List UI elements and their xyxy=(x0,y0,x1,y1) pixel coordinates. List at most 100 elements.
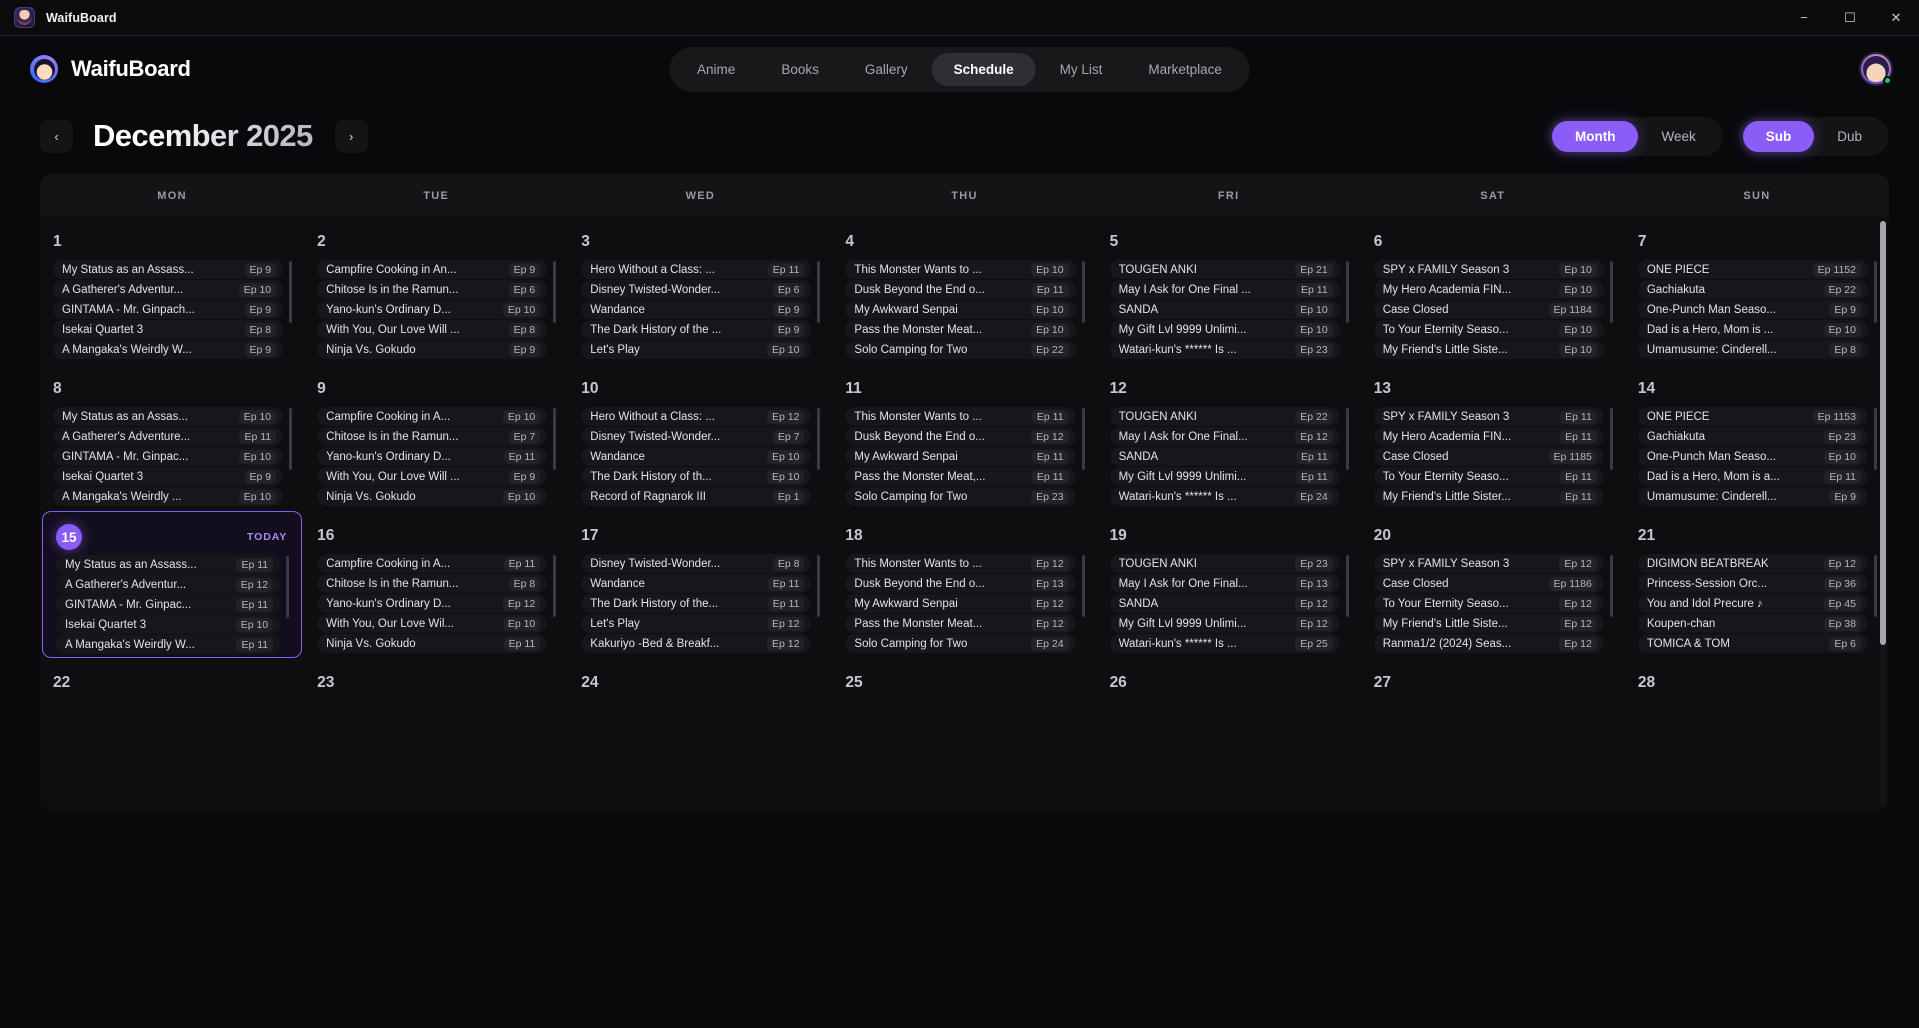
calendar-day-cell[interactable]: 19 TOUGEN ANKI Ep 23 May I Ask for One Fina… xyxy=(1097,511,1361,658)
maximize-button[interactable]: ☐ xyxy=(1827,0,1873,36)
show-list-item[interactable]: May I Ask for One Final... Ep 13 xyxy=(1109,574,1340,593)
day-show-scrollbar[interactable] xyxy=(553,261,557,323)
day-show-scrollbar[interactable] xyxy=(1081,261,1085,323)
show-list-item[interactable]: Let's Play Ep 10 xyxy=(581,340,812,359)
calendar-day-cell[interactable]: 22 xyxy=(40,658,304,805)
show-list-item[interactable]: My Status as an Assas... Ep 10 xyxy=(53,407,284,426)
day-show-scrollbar[interactable] xyxy=(1081,408,1085,470)
show-list-item[interactable]: ONE PIECE Ep 1153 xyxy=(1637,407,1868,426)
tab-schedule[interactable]: Schedule xyxy=(931,52,1036,86)
show-list-item[interactable]: Umamusume: Cinderell... Ep 9 xyxy=(1637,487,1868,506)
calendar-day-cell[interactable]: 20 SPY x FAMILY Season 3 Ep 12 Case Closed E… xyxy=(1361,511,1625,658)
calendar-day-cell[interactable]: 13 SPY x FAMILY Season 3 Ep 11 My Hero Acad… xyxy=(1361,364,1625,511)
calendar-day-cell[interactable]: 4 This Monster Wants to ... Ep 10 Dusk Beyo… xyxy=(832,217,1096,364)
calendar-day-cell[interactable]: 2 Campfire Cooking in An... Ep 9 Chitose Is… xyxy=(304,217,568,364)
show-list-item[interactable]: Watari-kun's ****** Is ... Ep 25 xyxy=(1109,634,1340,653)
day-show-scrollbar[interactable] xyxy=(1345,261,1349,323)
show-list-item[interactable]: Wandance Ep 11 xyxy=(581,574,812,593)
show-list-item[interactable]: GINTAMA - Mr. Ginpac... Ep 10 xyxy=(53,447,284,466)
calendar-day-cell[interactable]: 21 DIGIMON BEATBREAK Ep 12 Princess-Session… xyxy=(1625,511,1889,658)
show-list-item[interactable]: Ninja Vs. Gokudo Ep 11 xyxy=(317,634,548,653)
show-list-item[interactable]: Disney Twisted-Wonder... Ep 7 xyxy=(581,427,812,446)
show-list-item[interactable]: A Gatherer's Adventur... Ep 12 xyxy=(56,575,281,594)
tab-books[interactable]: Books xyxy=(781,61,819,77)
calendar-day-cell[interactable]: 1 My Status as an Assass... Ep 9 A Gatherer… xyxy=(40,217,304,364)
show-list-item[interactable]: SANDA Ep 11 xyxy=(1109,447,1340,466)
show-list-item[interactable]: This Monster Wants to ... Ep 12 xyxy=(845,554,1076,573)
day-show-scrollbar[interactable] xyxy=(1873,261,1877,323)
calendar-scrollbar-thumb[interactable] xyxy=(1880,221,1886,645)
show-list-item[interactable]: A Gatherer's Adventur... Ep 10 xyxy=(53,280,284,299)
show-list-item[interactable]: GINTAMA - Mr. Ginpach... Ep 9 xyxy=(53,300,284,319)
view-toggle-week[interactable]: Week xyxy=(1661,128,1696,144)
tab-my-list[interactable]: My List xyxy=(1059,61,1103,77)
show-list-item[interactable]: Solo Camping for Two Ep 23 xyxy=(845,487,1076,506)
calendar-day-cell[interactable]: 23 xyxy=(304,658,568,805)
calendar-day-cell[interactable]: 25 xyxy=(832,658,1096,805)
day-show-scrollbar[interactable] xyxy=(1609,408,1613,470)
calendar-day-cell[interactable]: 3 Hero Without a Class: ... Ep 11 Disney Tw… xyxy=(568,217,832,364)
show-list-item[interactable]: Wandance Ep 9 xyxy=(581,300,812,319)
tab-gallery[interactable]: Gallery xyxy=(864,61,908,77)
day-show-scrollbar[interactable] xyxy=(1609,555,1613,617)
show-list-item[interactable]: Umamusume: Cinderell... Ep 8 xyxy=(1637,340,1868,359)
day-show-scrollbar[interactable] xyxy=(289,408,293,470)
show-list-item[interactable]: My Gift Lvl 9999 Unlimi... Ep 12 xyxy=(1109,614,1340,633)
show-list-item[interactable]: Campfire Cooking in An... Ep 9 xyxy=(317,260,548,279)
calendar-day-cell[interactable]: 6 SPY x FAMILY Season 3 Ep 10 My Hero Acade… xyxy=(1361,217,1625,364)
show-list-item[interactable]: Yano-kun's Ordinary D... Ep 11 xyxy=(317,447,548,466)
show-list-item[interactable]: Ranma1/2 (2024) Seas... Ep 12 xyxy=(1373,634,1604,653)
show-list-item[interactable]: Yano-kun's Ordinary D... Ep 12 xyxy=(317,594,548,613)
show-list-item[interactable]: May I Ask for One Final... Ep 12 xyxy=(1109,427,1340,446)
show-list-item[interactable]: Koupen-chan Ep 38 xyxy=(1637,614,1868,633)
show-list-item[interactable]: Ninja Vs. Gokudo Ep 10 xyxy=(317,487,548,506)
calendar-day-cell[interactable]: 26 xyxy=(1097,658,1361,805)
show-list-item[interactable]: To Your Eternity Seaso... Ep 12 xyxy=(1373,594,1604,613)
show-list-item[interactable]: SPY x FAMILY Season 3 Ep 10 xyxy=(1373,260,1604,279)
show-list-item[interactable]: My Status as an Assass... Ep 11 xyxy=(56,555,281,574)
show-list-item[interactable]: Isekai Quartet 3 Ep 10 xyxy=(56,615,281,634)
day-show-scrollbar[interactable] xyxy=(817,261,821,323)
view-toggle-month[interactable]: Month xyxy=(1551,120,1639,152)
show-list-item[interactable]: Dad is a Hero, Mom is a... Ep 11 xyxy=(1637,467,1868,486)
show-list-item[interactable]: Gachiakuta Ep 23 xyxy=(1637,427,1868,446)
show-list-item[interactable]: Ninja Vs. Gokudo Ep 9 xyxy=(317,340,548,359)
calendar-scrollbar[interactable] xyxy=(1880,221,1886,804)
calendar-day-cell[interactable]: 9 Campfire Cooking in A... Ep 10 Chitose Is… xyxy=(304,364,568,511)
show-list-item[interactable]: Pass the Monster Meat... Ep 10 xyxy=(845,320,1076,339)
day-show-scrollbar[interactable] xyxy=(286,556,290,618)
show-list-item[interactable]: My Gift Lvl 9999 Unlimi... Ep 10 xyxy=(1109,320,1340,339)
show-list-item[interactable]: Solo Camping for Two Ep 24 xyxy=(845,634,1076,653)
show-list-item[interactable]: Chitose Is in the Ramun... Ep 7 xyxy=(317,427,548,446)
show-list-item[interactable]: My Hero Academia FIN... Ep 10 xyxy=(1373,280,1604,299)
show-list-item[interactable]: DIGIMON BEATBREAK Ep 12 xyxy=(1637,554,1868,573)
show-list-item[interactable]: My Hero Academia FIN... Ep 11 xyxy=(1373,427,1604,446)
show-list-item[interactable]: The Dark History of the... Ep 11 xyxy=(581,594,812,613)
show-list-item[interactable]: SANDA Ep 12 xyxy=(1109,594,1340,613)
day-show-scrollbar[interactable] xyxy=(553,408,557,470)
day-show-scrollbar[interactable] xyxy=(817,408,821,470)
show-list-item[interactable]: Dusk Beyond the End o... Ep 12 xyxy=(845,427,1076,446)
calendar-day-cell[interactable]: 11 This Monster Wants to ... Ep 11 Dusk Bey… xyxy=(832,364,1096,511)
calendar-day-cell[interactable]: 15 TODAY My Status as an Assass... Ep 11 A G… xyxy=(42,511,303,658)
show-list-item[interactable]: The Dark History of th... Ep 10 xyxy=(581,467,812,486)
show-list-item[interactable]: With You, Our Love Will ... Ep 8 xyxy=(317,320,548,339)
next-month-button[interactable]: › xyxy=(334,119,368,153)
show-list-item[interactable]: TOUGEN ANKI Ep 23 xyxy=(1109,554,1340,573)
show-list-item[interactable]: Watari-kun's ****** Is ... Ep 24 xyxy=(1109,487,1340,506)
calendar-day-cell[interactable]: 17 Disney Twisted-Wonder... Ep 8 Wandance Ep… xyxy=(568,511,832,658)
show-list-item[interactable]: My Friend's Little Siste... Ep 12 xyxy=(1373,614,1604,633)
show-list-item[interactable]: Chitose Is in the Ramun... Ep 6 xyxy=(317,280,548,299)
show-list-item[interactable]: My Awkward Senpai Ep 10 xyxy=(845,300,1076,319)
show-list-item[interactable]: Case Closed Ep 1184 xyxy=(1373,300,1604,319)
calendar-day-cell[interactable]: 8 My Status as an Assas... Ep 10 A Gatherer… xyxy=(40,364,304,511)
calendar-day-cell[interactable]: 7 ONE PIECE Ep 1152 Gachiakuta Ep 22 One-Punc… xyxy=(1625,217,1889,364)
show-list-item[interactable]: Isekai Quartet 3 Ep 9 xyxy=(53,467,284,486)
show-list-item[interactable]: Campfire Cooking in A... Ep 11 xyxy=(317,554,548,573)
show-list-item[interactable]: Dad is a Hero, Mom is ... Ep 10 xyxy=(1637,320,1868,339)
show-list-item[interactable]: My Friend's Little Siste... Ep 10 xyxy=(1373,340,1604,359)
show-list-item[interactable]: A Gatherer's Adventure... Ep 11 xyxy=(53,427,284,446)
calendar-day-cell[interactable]: 18 This Monster Wants to ... Ep 12 Dusk Bey… xyxy=(832,511,1096,658)
show-list-item[interactable]: This Monster Wants to ... Ep 10 xyxy=(845,260,1076,279)
calendar-day-cell[interactable]: 12 TOUGEN ANKI Ep 22 May I Ask for One Fina… xyxy=(1097,364,1361,511)
